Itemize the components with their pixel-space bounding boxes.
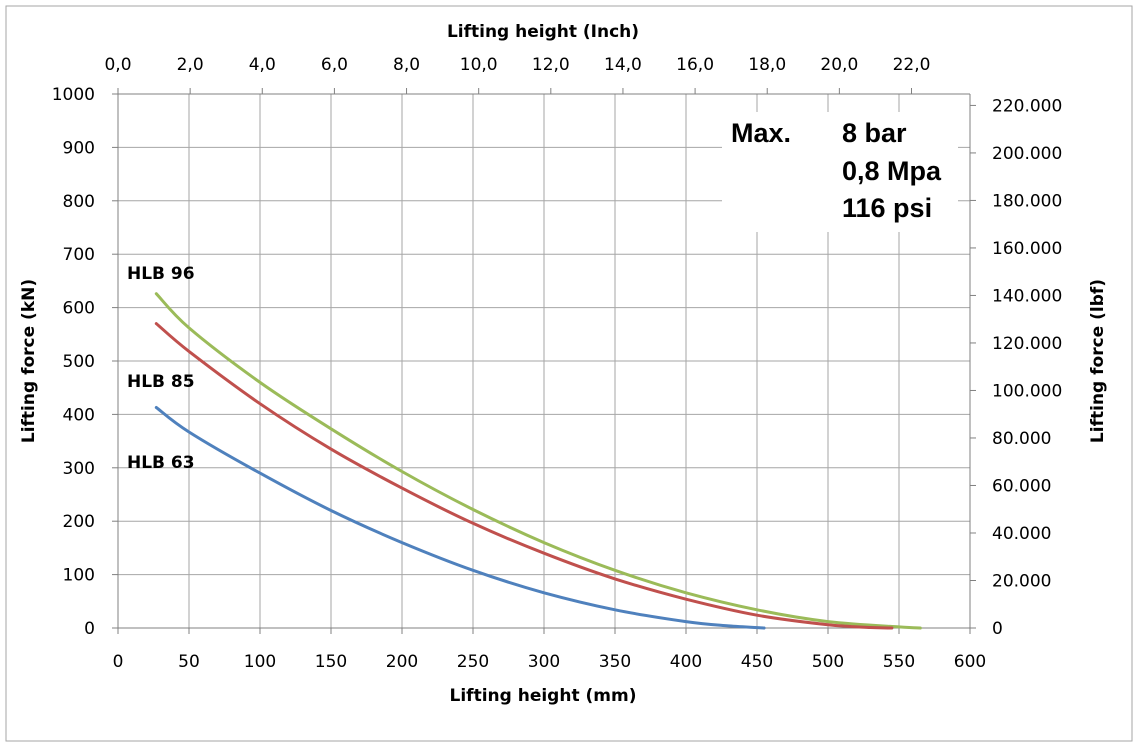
x-tick-label: 500 [812,652,844,672]
y-tick-label: 700 [63,245,95,265]
x-tick-label: 250 [457,652,489,672]
y-tick-label: 0 [84,619,95,639]
series-label-hlb85: HLB 85 [127,372,195,392]
x-tick-label: 200 [386,652,418,672]
x2-tick-label: 22,0 [893,55,931,75]
y2-tick-label: 100.000 [992,381,1062,401]
x2-tick-label: 14,0 [604,55,642,75]
y2-tick-label: 60.000 [992,476,1051,496]
y2-axis-title: Lifting force (lbf) [1088,279,1108,443]
y-tick-label: 200 [63,512,95,532]
y-tick-label: 600 [63,299,95,319]
x-ticks: 0 50 100 150 200 250 300 350 400 450 500 550 600 [113,628,986,672]
x-tick-label: 300 [528,652,560,672]
y-tick-label: 400 [63,405,95,425]
y-tick-label: 1000 [52,85,95,105]
x-axis-title: Lifting height (mm) [450,686,637,706]
info-line-mpa: 0,8 Mpa [842,156,942,186]
x2-tick-label: 2,0 [177,55,204,75]
x-tick-label: 150 [315,652,347,672]
y-tick-label: 800 [63,192,95,212]
y2-tick-label: 20.000 [992,571,1051,591]
series-line-hlb85 [154,322,894,630]
series-lines [154,292,922,630]
series-line-hlb96 [154,292,922,630]
x2-tick-label: 16,0 [676,55,714,75]
y2-tick-label: 0 [992,619,1003,639]
y2-tick-label: 200.000 [992,144,1062,164]
y2-tick-label: 80.000 [992,429,1051,449]
x-tick-label: 450 [741,652,773,672]
x2-tick-label: 6,0 [321,55,348,75]
x-tick-label: 0 [113,652,124,672]
y2-tick-label: 160.000 [992,239,1062,259]
y2-tick-label: 40.000 [992,524,1051,544]
x-tick-label: 550 [883,652,915,672]
series-line-hlb63 [154,406,766,630]
x2-tick-label: 10,0 [460,55,498,75]
info-line-psi: 116 psi [842,193,932,223]
y-tick-label: 100 [63,566,95,586]
x2-tick-label: 0,0 [104,55,131,75]
y-tick-label: 500 [63,352,95,372]
y2-tick-label: 120.000 [992,334,1062,354]
x2-tick-label: 20,0 [820,55,858,75]
x-tick-label: 600 [954,652,986,672]
series-label-hlb96: HLB 96 [127,264,195,284]
y2-ticks: 0 20.000 40.000 60.000 80.000 100.000 120.000 1… [970,96,1062,639]
x2-tick-label: 4,0 [249,55,276,75]
x-tick-label: 50 [178,652,200,672]
y2-tick-label: 220.000 [992,96,1062,116]
x2-tick-label: 12,0 [532,55,570,75]
y-ticks: 0 100 200 300 400 500 600 700 800 900 1000 [52,85,118,639]
y-axis-title: Lifting force (kN) [19,279,39,443]
x-tick-label: 400 [670,652,702,672]
y-tick-label: 900 [63,138,95,158]
x-tick-label: 100 [244,652,276,672]
x2-tick-label: 18,0 [748,55,786,75]
x2-ticks: 0,0 2,0 4,0 6,0 8,0 10,0 12,0 14,0 16,0 18,0 20,0 2… [104,55,930,94]
x2-axis-title: Lifting height (Inch) [447,22,639,42]
info-line-bar: 8 bar [842,118,907,148]
y2-tick-label: 180.000 [992,191,1062,211]
info-box [722,112,958,232]
y2-tick-label: 140.000 [992,286,1062,306]
y-tick-label: 300 [63,459,95,479]
x-tick-label: 350 [599,652,631,672]
info-label: Max. [731,118,791,148]
series-label-hlb63: HLB 63 [127,453,195,473]
x2-tick-label: 8,0 [393,55,420,75]
